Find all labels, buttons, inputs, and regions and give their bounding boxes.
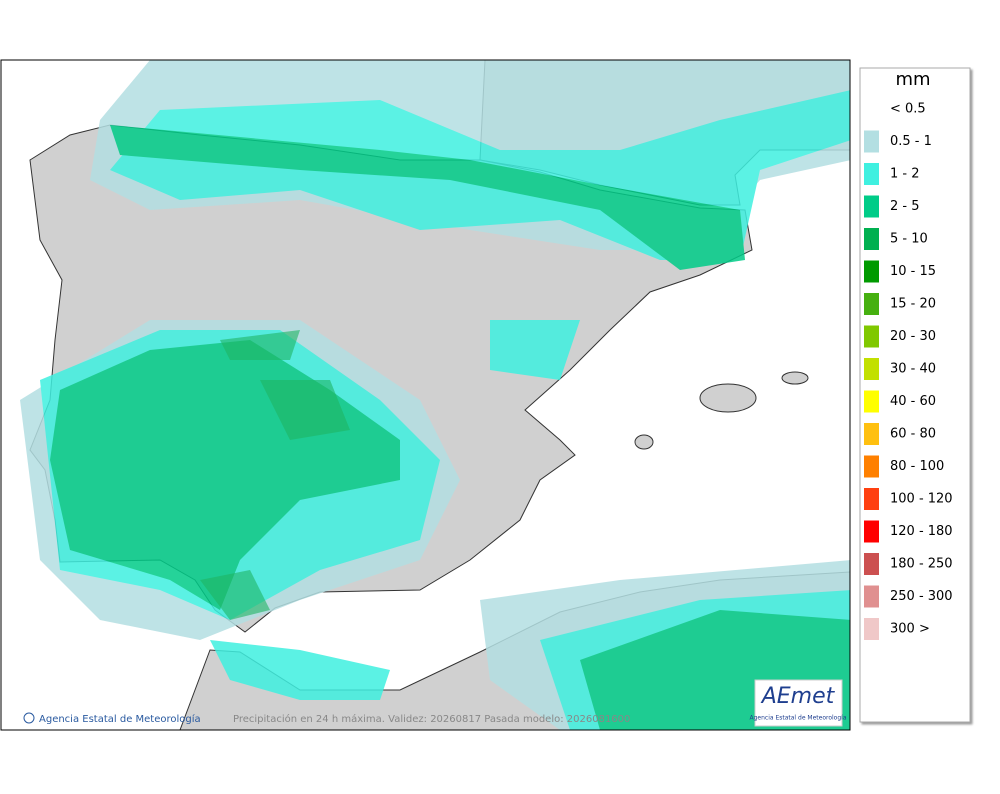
legend-label: 120 - 180 xyxy=(890,524,953,539)
legend-swatch xyxy=(864,585,879,608)
legend-label: 40 - 60 xyxy=(890,394,936,409)
legend-swatch xyxy=(864,195,879,218)
mallorca xyxy=(699,383,757,413)
ibiza xyxy=(634,434,654,450)
precipitation xyxy=(20,60,850,730)
logo-name: AEmet xyxy=(760,684,836,709)
logo-subtitle: Agencia Estatal de Meteorología xyxy=(750,715,847,722)
legend-swatch xyxy=(864,260,879,283)
legend-label: 100 - 120 xyxy=(890,492,953,507)
legend-swatch xyxy=(864,228,879,250)
legend-swatch xyxy=(864,553,879,575)
legend-label: 10 - 15 xyxy=(890,264,936,279)
legend-swatch xyxy=(864,520,879,543)
legend-swatch xyxy=(864,293,879,315)
legend-label: 250 - 300 xyxy=(890,589,953,604)
legend-label: 0.5 - 1 xyxy=(890,134,932,149)
legend-swatch xyxy=(864,618,879,640)
legend-label: 1 - 2 xyxy=(890,167,920,182)
legend-label: 60 - 80 xyxy=(890,427,936,442)
caption: Precipitación en 24 h máxima. Validez: 2… xyxy=(233,713,630,725)
credit: Agencia Estatal de Meteorología xyxy=(39,713,201,725)
legend-swatch xyxy=(864,455,879,478)
legend: < 0.5 0.5 - 1 1 - 2 2 - 5 5 - 10 10 - 15 15 - … xyxy=(864,98,953,640)
legend-swatch xyxy=(864,390,879,413)
legend-swatch xyxy=(864,325,879,348)
legend-label: < 0.5 xyxy=(890,102,926,117)
logo-box xyxy=(754,679,843,727)
legend-label: 2 - 5 xyxy=(890,199,920,214)
legend-swatch xyxy=(864,163,879,185)
legend-label: 5 - 10 xyxy=(890,232,928,247)
legend-label: 80 - 100 xyxy=(890,459,944,474)
map xyxy=(1,60,850,730)
legend-label: 300 > xyxy=(890,622,930,637)
legend-label: 15 - 20 xyxy=(890,297,936,312)
legend-swatch xyxy=(864,130,879,153)
legend-title: mm xyxy=(895,69,930,90)
menorca xyxy=(781,371,809,385)
copyright-icon xyxy=(23,712,35,724)
legend-swatch xyxy=(864,488,879,510)
legend-label: 30 - 40 xyxy=(890,362,936,377)
legend-label: 20 - 30 xyxy=(890,329,936,344)
legend-swatch xyxy=(864,358,879,380)
legend-swatch xyxy=(864,98,879,120)
legend-label: 180 - 250 xyxy=(890,557,953,572)
map-frame xyxy=(0,59,851,731)
legend-swatch xyxy=(864,423,879,445)
